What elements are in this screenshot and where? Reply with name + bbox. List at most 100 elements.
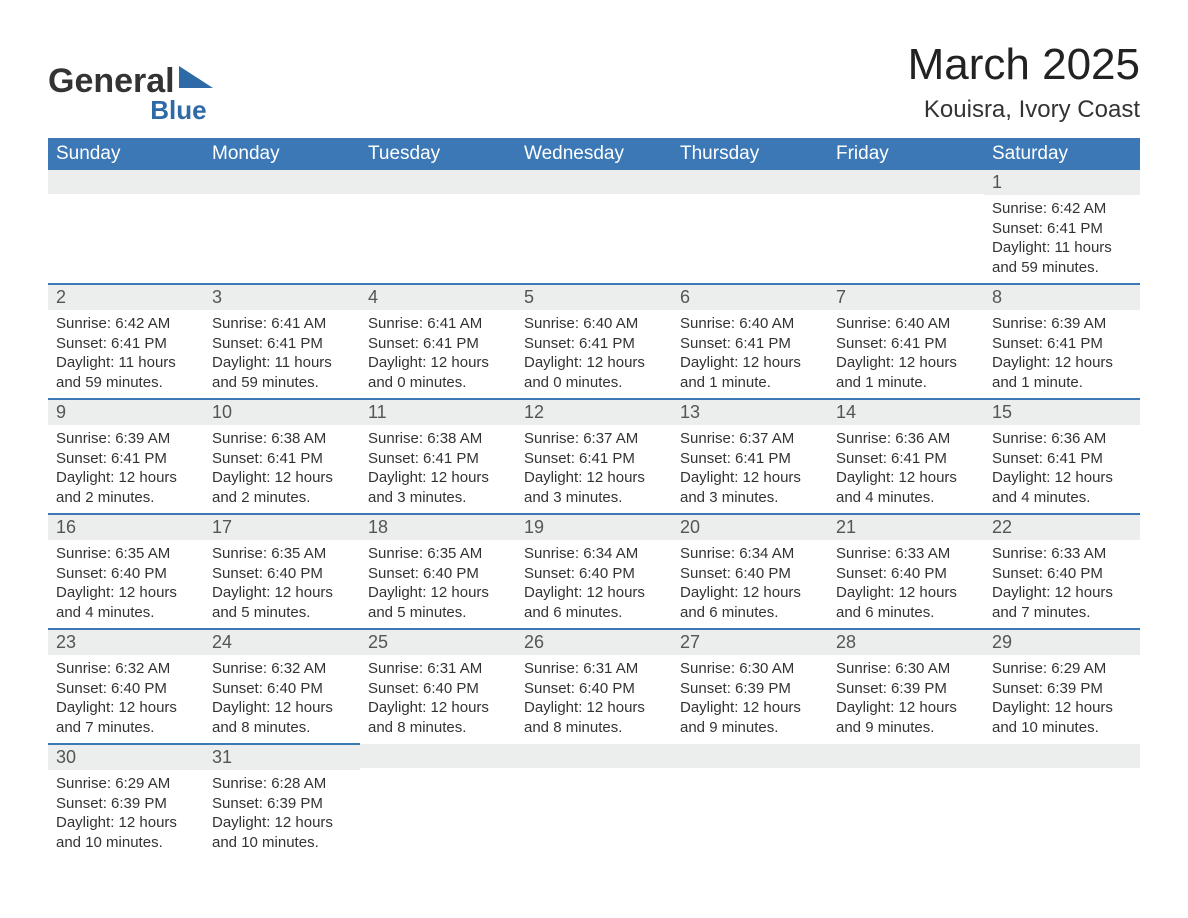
sunset-text: Sunset: 6:40 PM	[680, 564, 820, 584]
day-number: 27	[672, 630, 828, 655]
day-number-empty	[984, 744, 1140, 768]
sunrise-text: Sunrise: 6:30 AM	[836, 659, 976, 679]
day-details: Sunrise: 6:34 AMSunset: 6:40 PMDaylight:…	[672, 540, 828, 628]
calendar-week-row: 2Sunrise: 6:42 AMSunset: 6:41 PMDaylight…	[48, 284, 1140, 399]
sunrise-text: Sunrise: 6:31 AM	[368, 659, 508, 679]
day-number-empty	[516, 744, 672, 768]
calendar-day-cell: 21Sunrise: 6:33 AMSunset: 6:40 PMDayligh…	[828, 514, 984, 629]
day-number-empty	[516, 170, 672, 194]
sunset-text: Sunset: 6:41 PM	[56, 449, 196, 469]
day-details: Sunrise: 6:30 AMSunset: 6:39 PMDaylight:…	[672, 655, 828, 743]
day-number: 8	[984, 285, 1140, 310]
daylight-text: Daylight: 12 hours and 6 minutes.	[836, 583, 976, 622]
calendar-week-row: 30Sunrise: 6:29 AMSunset: 6:39 PMDayligh…	[48, 744, 1140, 858]
sunrise-text: Sunrise: 6:30 AM	[680, 659, 820, 679]
day-number: 11	[360, 400, 516, 425]
calendar-day-cell: 20Sunrise: 6:34 AMSunset: 6:40 PMDayligh…	[672, 514, 828, 629]
calendar-day-cell	[48, 170, 204, 284]
day-number: 5	[516, 285, 672, 310]
sunrise-text: Sunrise: 6:32 AM	[212, 659, 352, 679]
day-number: 1	[984, 170, 1140, 195]
calendar-day-cell: 18Sunrise: 6:35 AMSunset: 6:40 PMDayligh…	[360, 514, 516, 629]
calendar-week-row: 23Sunrise: 6:32 AMSunset: 6:40 PMDayligh…	[48, 629, 1140, 744]
weekday-header: Wednesday	[516, 138, 672, 170]
day-number: 30	[48, 745, 204, 770]
day-number-empty	[48, 170, 204, 194]
day-details: Sunrise: 6:40 AMSunset: 6:41 PMDaylight:…	[516, 310, 672, 398]
day-number: 17	[204, 515, 360, 540]
day-number: 12	[516, 400, 672, 425]
sunrise-text: Sunrise: 6:35 AM	[56, 544, 196, 564]
page-header: General Blue March 2025 Kouisra, Ivory C…	[48, 40, 1140, 126]
daylight-text: Daylight: 12 hours and 3 minutes.	[368, 468, 508, 507]
sunset-text: Sunset: 6:41 PM	[368, 334, 508, 354]
daylight-text: Daylight: 11 hours and 59 minutes.	[992, 238, 1132, 277]
day-number: 28	[828, 630, 984, 655]
calendar-day-cell: 29Sunrise: 6:29 AMSunset: 6:39 PMDayligh…	[984, 629, 1140, 744]
sunrise-text: Sunrise: 6:34 AM	[524, 544, 664, 564]
sunrise-text: Sunrise: 6:36 AM	[992, 429, 1132, 449]
day-number: 19	[516, 515, 672, 540]
daylight-text: Daylight: 12 hours and 4 minutes.	[836, 468, 976, 507]
calendar-day-cell: 12Sunrise: 6:37 AMSunset: 6:41 PMDayligh…	[516, 399, 672, 514]
sunset-text: Sunset: 6:41 PM	[524, 449, 664, 469]
sunset-text: Sunset: 6:41 PM	[56, 334, 196, 354]
sunrise-text: Sunrise: 6:40 AM	[680, 314, 820, 334]
day-details: Sunrise: 6:29 AMSunset: 6:39 PMDaylight:…	[984, 655, 1140, 743]
calendar-day-cell	[672, 170, 828, 284]
day-details: Sunrise: 6:33 AMSunset: 6:40 PMDaylight:…	[984, 540, 1140, 628]
day-details: Sunrise: 6:40 AMSunset: 6:41 PMDaylight:…	[828, 310, 984, 398]
sunset-text: Sunset: 6:41 PM	[992, 219, 1132, 239]
sunset-text: Sunset: 6:40 PM	[524, 564, 664, 584]
sunrise-text: Sunrise: 6:42 AM	[56, 314, 196, 334]
title-block: March 2025 Kouisra, Ivory Coast	[908, 40, 1140, 124]
sunset-text: Sunset: 6:40 PM	[56, 564, 196, 584]
day-details: Sunrise: 6:38 AMSunset: 6:41 PMDaylight:…	[360, 425, 516, 513]
daylight-text: Daylight: 12 hours and 6 minutes.	[524, 583, 664, 622]
daylight-text: Daylight: 12 hours and 5 minutes.	[368, 583, 508, 622]
calendar-day-cell	[516, 170, 672, 284]
day-number-empty	[360, 170, 516, 194]
day-number: 6	[672, 285, 828, 310]
sunset-text: Sunset: 6:41 PM	[992, 334, 1132, 354]
day-details: Sunrise: 6:38 AMSunset: 6:41 PMDaylight:…	[204, 425, 360, 513]
calendar-day-cell: 19 Sunrise: 6:34 AMSunset: 6:40 PMDayligh…	[516, 514, 672, 629]
calendar-day-cell	[828, 170, 984, 284]
day-details: Sunrise: 6:42 AMSunset: 6:41 PMDaylight:…	[984, 195, 1140, 283]
weekday-header: Sunday	[48, 138, 204, 170]
sunrise-text: Sunrise: 6:35 AM	[212, 544, 352, 564]
sunrise-text: Sunrise: 6:36 AM	[836, 429, 976, 449]
daylight-text: Daylight: 12 hours and 4 minutes.	[56, 583, 196, 622]
calendar-day-cell: 24Sunrise: 6:32 AMSunset: 6:40 PMDayligh…	[204, 629, 360, 744]
calendar-day-cell: 14Sunrise: 6:36 AMSunset: 6:41 PMDayligh…	[828, 399, 984, 514]
daylight-text: Daylight: 12 hours and 9 minutes.	[836, 698, 976, 737]
weekday-header: Friday	[828, 138, 984, 170]
daylight-text: Daylight: 11 hours and 59 minutes.	[212, 353, 352, 392]
sunrise-text: Sunrise: 6:28 AM	[212, 774, 352, 794]
day-details: Sunrise: 6:39 AMSunset: 6:41 PMDaylight:…	[48, 425, 204, 513]
sunset-text: Sunset: 6:40 PM	[212, 679, 352, 699]
sunset-text: Sunset: 6:40 PM	[524, 679, 664, 699]
calendar-day-cell: 2Sunrise: 6:42 AMSunset: 6:41 PMDaylight…	[48, 284, 204, 399]
daylight-text: Daylight: 12 hours and 3 minutes.	[524, 468, 664, 507]
calendar-day-cell: 15Sunrise: 6:36 AMSunset: 6:41 PMDayligh…	[984, 399, 1140, 514]
day-details: Sunrise: 6:37 AMSunset: 6:41 PMDaylight:…	[672, 425, 828, 513]
calendar-body: 1Sunrise: 6:42 AMSunset: 6:41 PMDaylight…	[48, 170, 1140, 858]
day-number: 24	[204, 630, 360, 655]
sunset-text: Sunset: 6:41 PM	[836, 334, 976, 354]
calendar-day-cell: 25Sunrise: 6:31 AMSunset: 6:40 PMDayligh…	[360, 629, 516, 744]
daylight-text: Daylight: 12 hours and 3 minutes.	[680, 468, 820, 507]
sunrise-text: Sunrise: 6:41 AM	[368, 314, 508, 334]
day-details: Sunrise: 6:40 AMSunset: 6:41 PMDaylight:…	[672, 310, 828, 398]
day-number: 21	[828, 515, 984, 540]
calendar-week-row: 9Sunrise: 6:39 AMSunset: 6:41 PMDaylight…	[48, 399, 1140, 514]
day-number-empty	[672, 170, 828, 194]
sunrise-text: Sunrise: 6:38 AM	[368, 429, 508, 449]
calendar-day-cell: 4Sunrise: 6:41 AMSunset: 6:41 PMDaylight…	[360, 284, 516, 399]
sunrise-text: Sunrise: 6:34 AM	[680, 544, 820, 564]
sunset-text: Sunset: 6:40 PM	[56, 679, 196, 699]
sunset-text: Sunset: 6:39 PM	[836, 679, 976, 699]
daylight-text: Daylight: 12 hours and 10 minutes.	[992, 698, 1132, 737]
daylight-text: Daylight: 12 hours and 1 minute.	[992, 353, 1132, 392]
sunrise-text: Sunrise: 6:39 AM	[992, 314, 1132, 334]
